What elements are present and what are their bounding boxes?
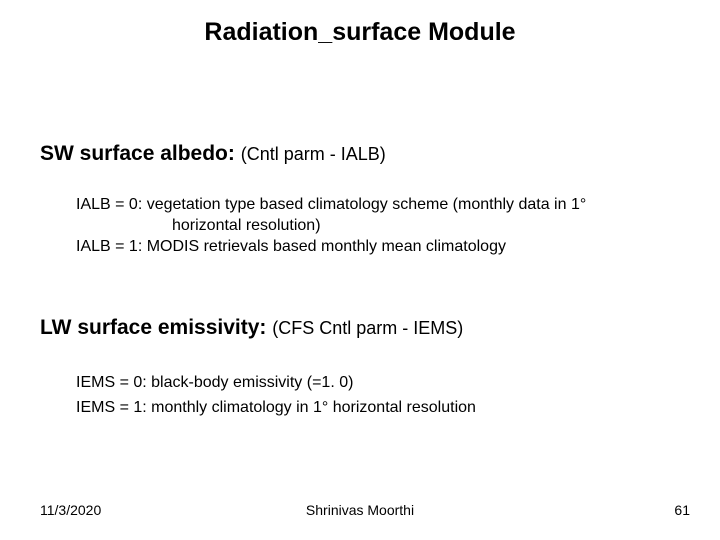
slide-title: Radiation_surface Module — [0, 18, 720, 47]
section2-heading-sub: (CFS Cntl parm - IEMS) — [272, 318, 463, 338]
section2-line-0: IEMS = 0: black-body emissivity (=1. 0) — [76, 374, 353, 392]
section1-heading-sub: (Cntl parm - IALB) — [241, 144, 386, 164]
section1-line-0: IALB = 0: vegetation type based climatol… — [76, 196, 586, 214]
section2-line-1: IEMS = 1: monthly climatology in 1° hori… — [76, 399, 476, 417]
section2-heading: LW surface emissivity: (CFS Cntl parm - … — [40, 316, 463, 340]
section1-heading: SW surface albedo: (Cntl parm - IALB) — [40, 142, 386, 166]
slide-container: Radiation_surface Module SW surface albe… — [0, 0, 720, 540]
footer-author: Shrinivas Moorthi — [0, 502, 720, 518]
footer-page-number: 61 — [674, 502, 690, 518]
section2-heading-main: LW surface emissivity: — [40, 316, 272, 339]
section1-line-2: IALB = 1: MODIS retrievals based monthly… — [76, 238, 506, 256]
section1-line-1: horizontal resolution) — [172, 217, 321, 235]
section1-heading-main: SW surface albedo: — [40, 142, 241, 165]
